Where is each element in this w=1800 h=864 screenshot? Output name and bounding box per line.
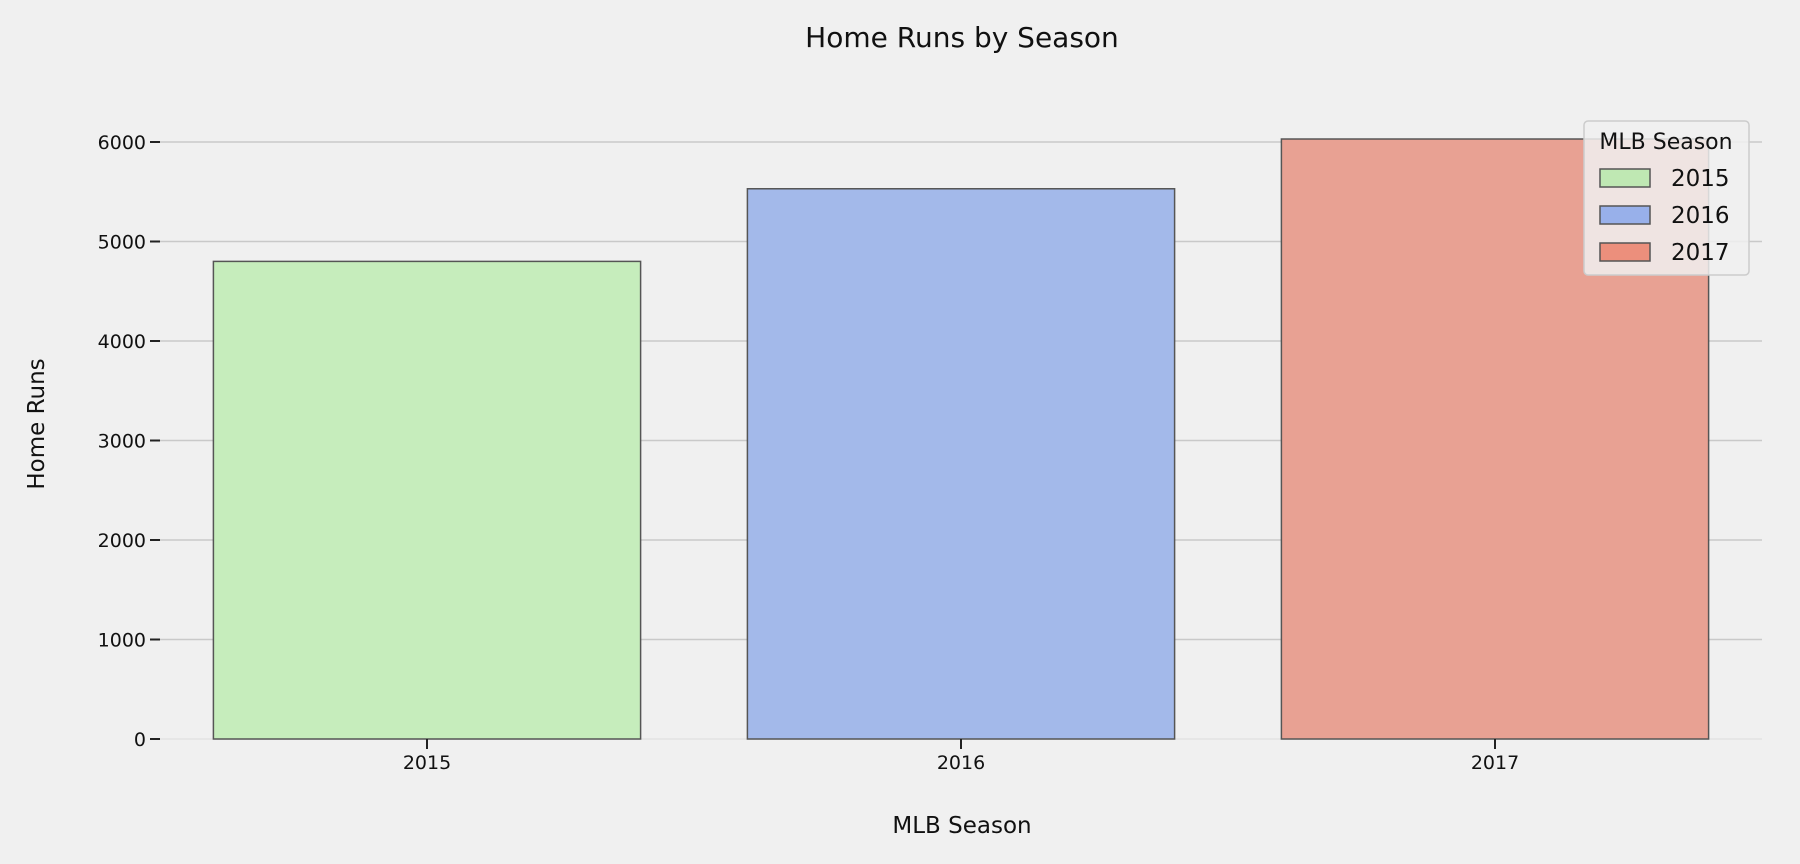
y-tick-label: 3000	[98, 431, 146, 453]
y-tick-label: 0	[134, 729, 146, 751]
y-tick-label: 4000	[98, 331, 146, 353]
legend-label-2017: 2017	[1671, 240, 1730, 266]
x-tick-label: 2017	[1471, 752, 1519, 774]
legend: MLB Season 2015 2016 2017	[1583, 120, 1750, 276]
legend-box	[1583, 120, 1750, 276]
legend-swatch-2017	[1599, 242, 1651, 262]
legend-swatch-2015	[1599, 168, 1651, 188]
y-tick-label: 5000	[98, 232, 146, 254]
legend-title: MLB Season	[1599, 130, 1732, 155]
bars	[212, 138, 1710, 740]
bar-2016	[746, 188, 1176, 740]
x-tick-label: 2016	[937, 752, 985, 774]
y-tick-label: 6000	[98, 132, 146, 154]
x-axis-title: MLB Season	[892, 813, 1031, 839]
legend-entries: 2015 2016 2017	[1599, 166, 1730, 266]
axes: 0 1000 2000 3000 4000 5000 6000 2015 2016 2017	[98, 132, 1520, 774]
y-tick-label: 1000	[98, 630, 146, 652]
legend-label-2016: 2016	[1671, 203, 1730, 229]
chart-title: Home Runs by Season	[805, 21, 1119, 54]
x-tick-label: 2015	[403, 752, 451, 774]
legend-swatch-2016	[1599, 205, 1651, 225]
bar-2015	[212, 260, 642, 740]
y-axis-title: Home Runs	[24, 358, 50, 489]
y-tick-label: 2000	[98, 530, 146, 552]
legend-label-2015: 2015	[1671, 166, 1730, 192]
